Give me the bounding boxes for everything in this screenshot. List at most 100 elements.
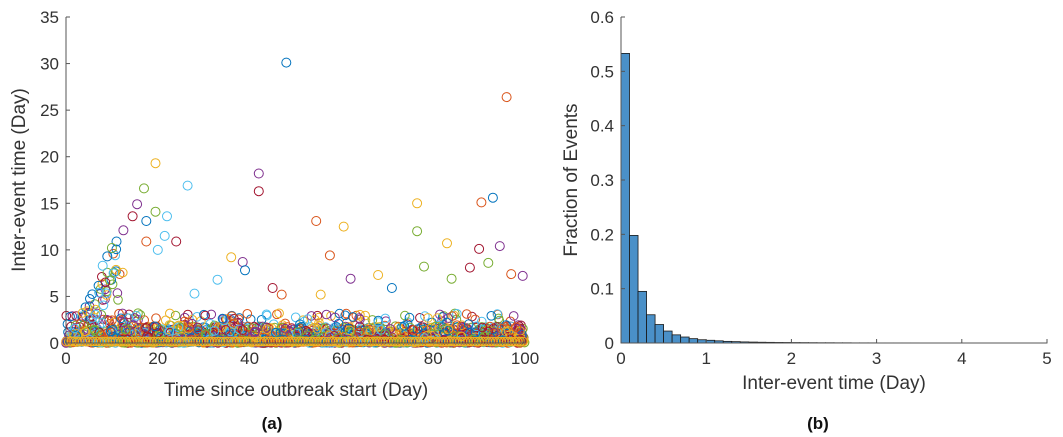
scatter-point [355,314,365,325]
scatter-point [412,324,423,335]
scatter-point [159,230,170,241]
scatter-point [426,322,437,333]
scatter-x-tick-label: 0 [61,349,70,368]
scatter-point [470,314,481,325]
scatter-point [229,318,240,328]
histogram-bar [646,314,656,344]
scatter-point [205,319,216,329]
histogram-x-tick-label: 2 [787,349,796,368]
scatter-x-tick-label: 80 [424,349,443,368]
scatter-point [315,289,326,300]
scatter-x-tick-label: 100 [511,349,539,368]
scatter-point [412,198,423,209]
scatter-point [227,311,237,322]
scatter-point [262,324,272,335]
histogram-bar [637,290,647,344]
scatter-point [452,320,462,331]
scatter-point [109,317,119,328]
histogram-y-tick-label: 0 [605,334,614,353]
scatter-point [217,313,228,324]
histogram-bar [663,330,673,344]
scatter-point [176,322,186,333]
scatter-point [437,322,448,332]
scatter-point [333,318,344,329]
scatter-point [404,312,415,323]
scatter-point [200,336,211,346]
scatter-panel: 0 20 40 60 80 100 0 5 10 15 20 25 30 35 Time since o… [9,8,539,433]
scatter-point [321,309,332,320]
scatter-point [249,327,260,338]
histogram-x-tick-label: 0 [616,349,625,368]
scatter-point [281,57,292,68]
scatter-dense-band [61,244,530,348]
scatter-point [297,325,308,336]
scatter-points [97,57,528,300]
scatter-point [237,325,248,335]
scatter-point [100,277,111,288]
scatter-point [164,326,175,337]
scatter-point [64,330,74,341]
scatter-point [497,335,508,345]
scatter-y-tick-label: 5 [50,287,59,306]
scatter-point [423,313,433,323]
scatter-point [338,221,349,232]
scatter-point [476,197,487,208]
scatter-point [106,243,117,253]
scatter-point [160,315,171,326]
scatter-point [226,252,237,263]
scatter-point [464,262,475,273]
scatter-point [97,260,108,271]
scatter-y-tick-label: 15 [40,194,59,213]
scatter-point [483,257,494,268]
scatter-point [408,325,419,335]
scatter-point [102,251,113,262]
scatter-point [90,304,101,315]
scatter-point [400,310,410,321]
scatter-point [312,324,323,334]
scatter-point [512,336,523,347]
histogram-x-tick-label: 1 [701,349,710,368]
scatter-point [127,211,138,222]
scatter-point [90,309,101,320]
scatter-point [331,324,341,334]
histogram-bar [629,235,639,344]
scatter-point [206,309,217,320]
histogram-bar [654,324,665,344]
scatter-y-tick-label: 30 [40,55,59,74]
scatter-point [150,158,161,169]
histogram-bars [620,53,1048,344]
scatter-point [107,315,117,326]
scatter-x-ticks: 0 20 40 60 80 100 [61,339,539,368]
scatter-point [171,236,182,247]
scatter-point [112,288,123,298]
scatter-point [501,92,512,103]
scatter-point [87,313,97,323]
scatter-point [118,317,129,328]
scatter-point [77,308,88,318]
histogram-x-tick-label: 5 [1042,349,1051,368]
scatter-point [386,283,397,293]
scatter-point [131,311,141,321]
scatter-y-tick-label: 25 [40,101,59,120]
scatter-point [393,322,403,333]
scatter-y-ticks: 0 5 10 15 20 25 30 35 [40,8,70,353]
scatter-point [446,273,457,284]
scatter-point [471,321,482,332]
scatter-y-tick-label: 0 [50,334,59,353]
scatter-point [165,308,175,319]
histogram-x-ticks: 0 1 2 3 4 5 [616,339,1052,368]
scatter-point [241,336,252,346]
scatter-point [170,310,181,321]
scatter-point [235,335,246,346]
scatter-point [85,294,95,304]
scatter-point [355,309,365,320]
scatter-x-tick-label: 60 [332,349,351,368]
scatter-point [442,238,452,249]
histogram-panel: 0 1 2 3 4 5 0 0.1 0.2 0.3 0.4 0.5 0.6 Inter-event t… [561,8,1052,433]
scatter-point [71,311,81,321]
scatter-point [200,329,211,339]
scatter-point [302,314,313,324]
scatter-point [296,335,307,346]
scatter-point [253,186,264,197]
